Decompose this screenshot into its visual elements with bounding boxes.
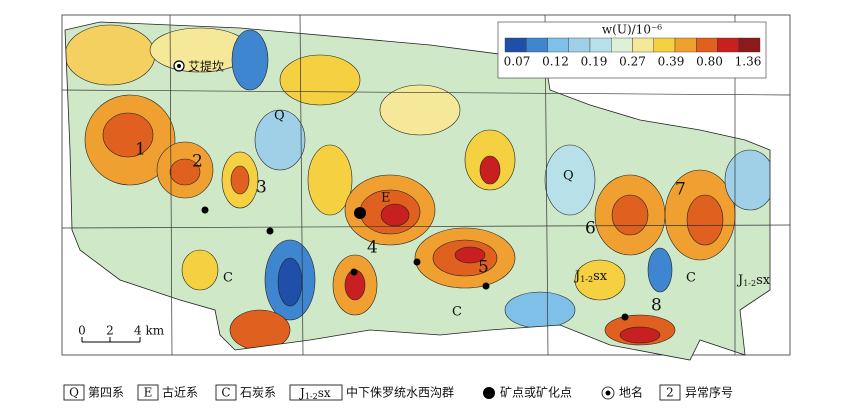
colorbar-tick-label: 0.12 [542, 55, 569, 69]
scale-bar: 0 2 4 km [78, 324, 165, 343]
scale-label: 2 [106, 324, 114, 338]
colorbar-tick-label: 0.19 [581, 55, 608, 69]
legend-mine-symbol [483, 387, 495, 399]
colorbar-swatch [632, 37, 654, 53]
colorbar-title: w(U)/10⁻⁶ [602, 23, 662, 37]
place-name: 艾提坎 [188, 59, 224, 74]
formation-label: C [452, 305, 462, 320]
legend-label: 异常序号 [685, 385, 733, 400]
colorbar-swatch [738, 37, 761, 53]
colorbar-swatch [696, 37, 718, 53]
colorbar-swatch [504, 37, 527, 53]
formation-label: C [223, 271, 233, 286]
legend-label: 地名 [619, 385, 643, 400]
legend-symbol: Q [69, 386, 79, 400]
colorbar-swatch [568, 37, 591, 53]
legend-label: 古近系 [162, 385, 198, 400]
colorbar-tick-label: 1.36 [735, 55, 762, 69]
legend-symbol: J1-2sx [298, 386, 331, 402]
anomaly-number: 7 [675, 180, 686, 200]
scale-label: 4 km [134, 324, 165, 338]
anomaly-number: 4 [367, 238, 378, 258]
colorbar-swatch [611, 37, 633, 53]
scale-label: 0 [78, 324, 86, 338]
colorbar-tick-label: 0.27 [619, 55, 646, 69]
place-symbol-dot [177, 64, 181, 68]
formation-label: Q [563, 169, 574, 184]
legend-label: 第四系 [88, 386, 124, 400]
colorbar-tick-label: 0.07 [504, 55, 531, 69]
colorbar-swatch [526, 37, 548, 53]
legend-symbol: C [221, 386, 230, 400]
anomaly-number: 8 [651, 296, 662, 316]
grid-lines [61, 14, 791, 356]
anomaly-number: 1 [135, 140, 146, 160]
formation-label: J1-2sx [736, 273, 771, 289]
legend-symbol: E [144, 386, 153, 400]
formation-label: E [381, 191, 391, 206]
map-outline [64, 21, 771, 361]
colorbar: w(U)/10⁻⁶ 0.07 0.12 0.19 0.27 0.39 0.80 1.36 [497, 21, 767, 79]
colorbar-swatch [674, 37, 697, 53]
anomaly-number: 3 [256, 178, 267, 198]
legend-symbol: 2 [666, 386, 674, 400]
formation-label: J1-2sx [573, 269, 608, 285]
colorbar-swatch [589, 37, 612, 53]
anomaly-number: 6 [585, 219, 596, 239]
legend-label: 中下侏罗统水西沟群 [346, 385, 454, 400]
map-frame [61, 14, 791, 356]
legend [63, 384, 681, 401]
anomaly-number: 5 [478, 258, 489, 278]
colorbar-swatch [717, 37, 739, 53]
legend-place-symbol [605, 390, 611, 396]
colorbar-tick-label: 0.80 [696, 55, 723, 69]
colorbar-swatch [653, 37, 676, 53]
colorbar-tick-label: 0.39 [658, 55, 685, 69]
formation-label: Q [274, 109, 285, 124]
legend-label: 矿点或矿化点 [500, 386, 572, 400]
legend-label: 石炭系 [240, 386, 276, 400]
anomaly-number: 2 [192, 152, 203, 172]
mine-points [201, 206, 629, 321]
colorbar-swatch [547, 37, 569, 53]
formation-label: C [686, 271, 696, 286]
